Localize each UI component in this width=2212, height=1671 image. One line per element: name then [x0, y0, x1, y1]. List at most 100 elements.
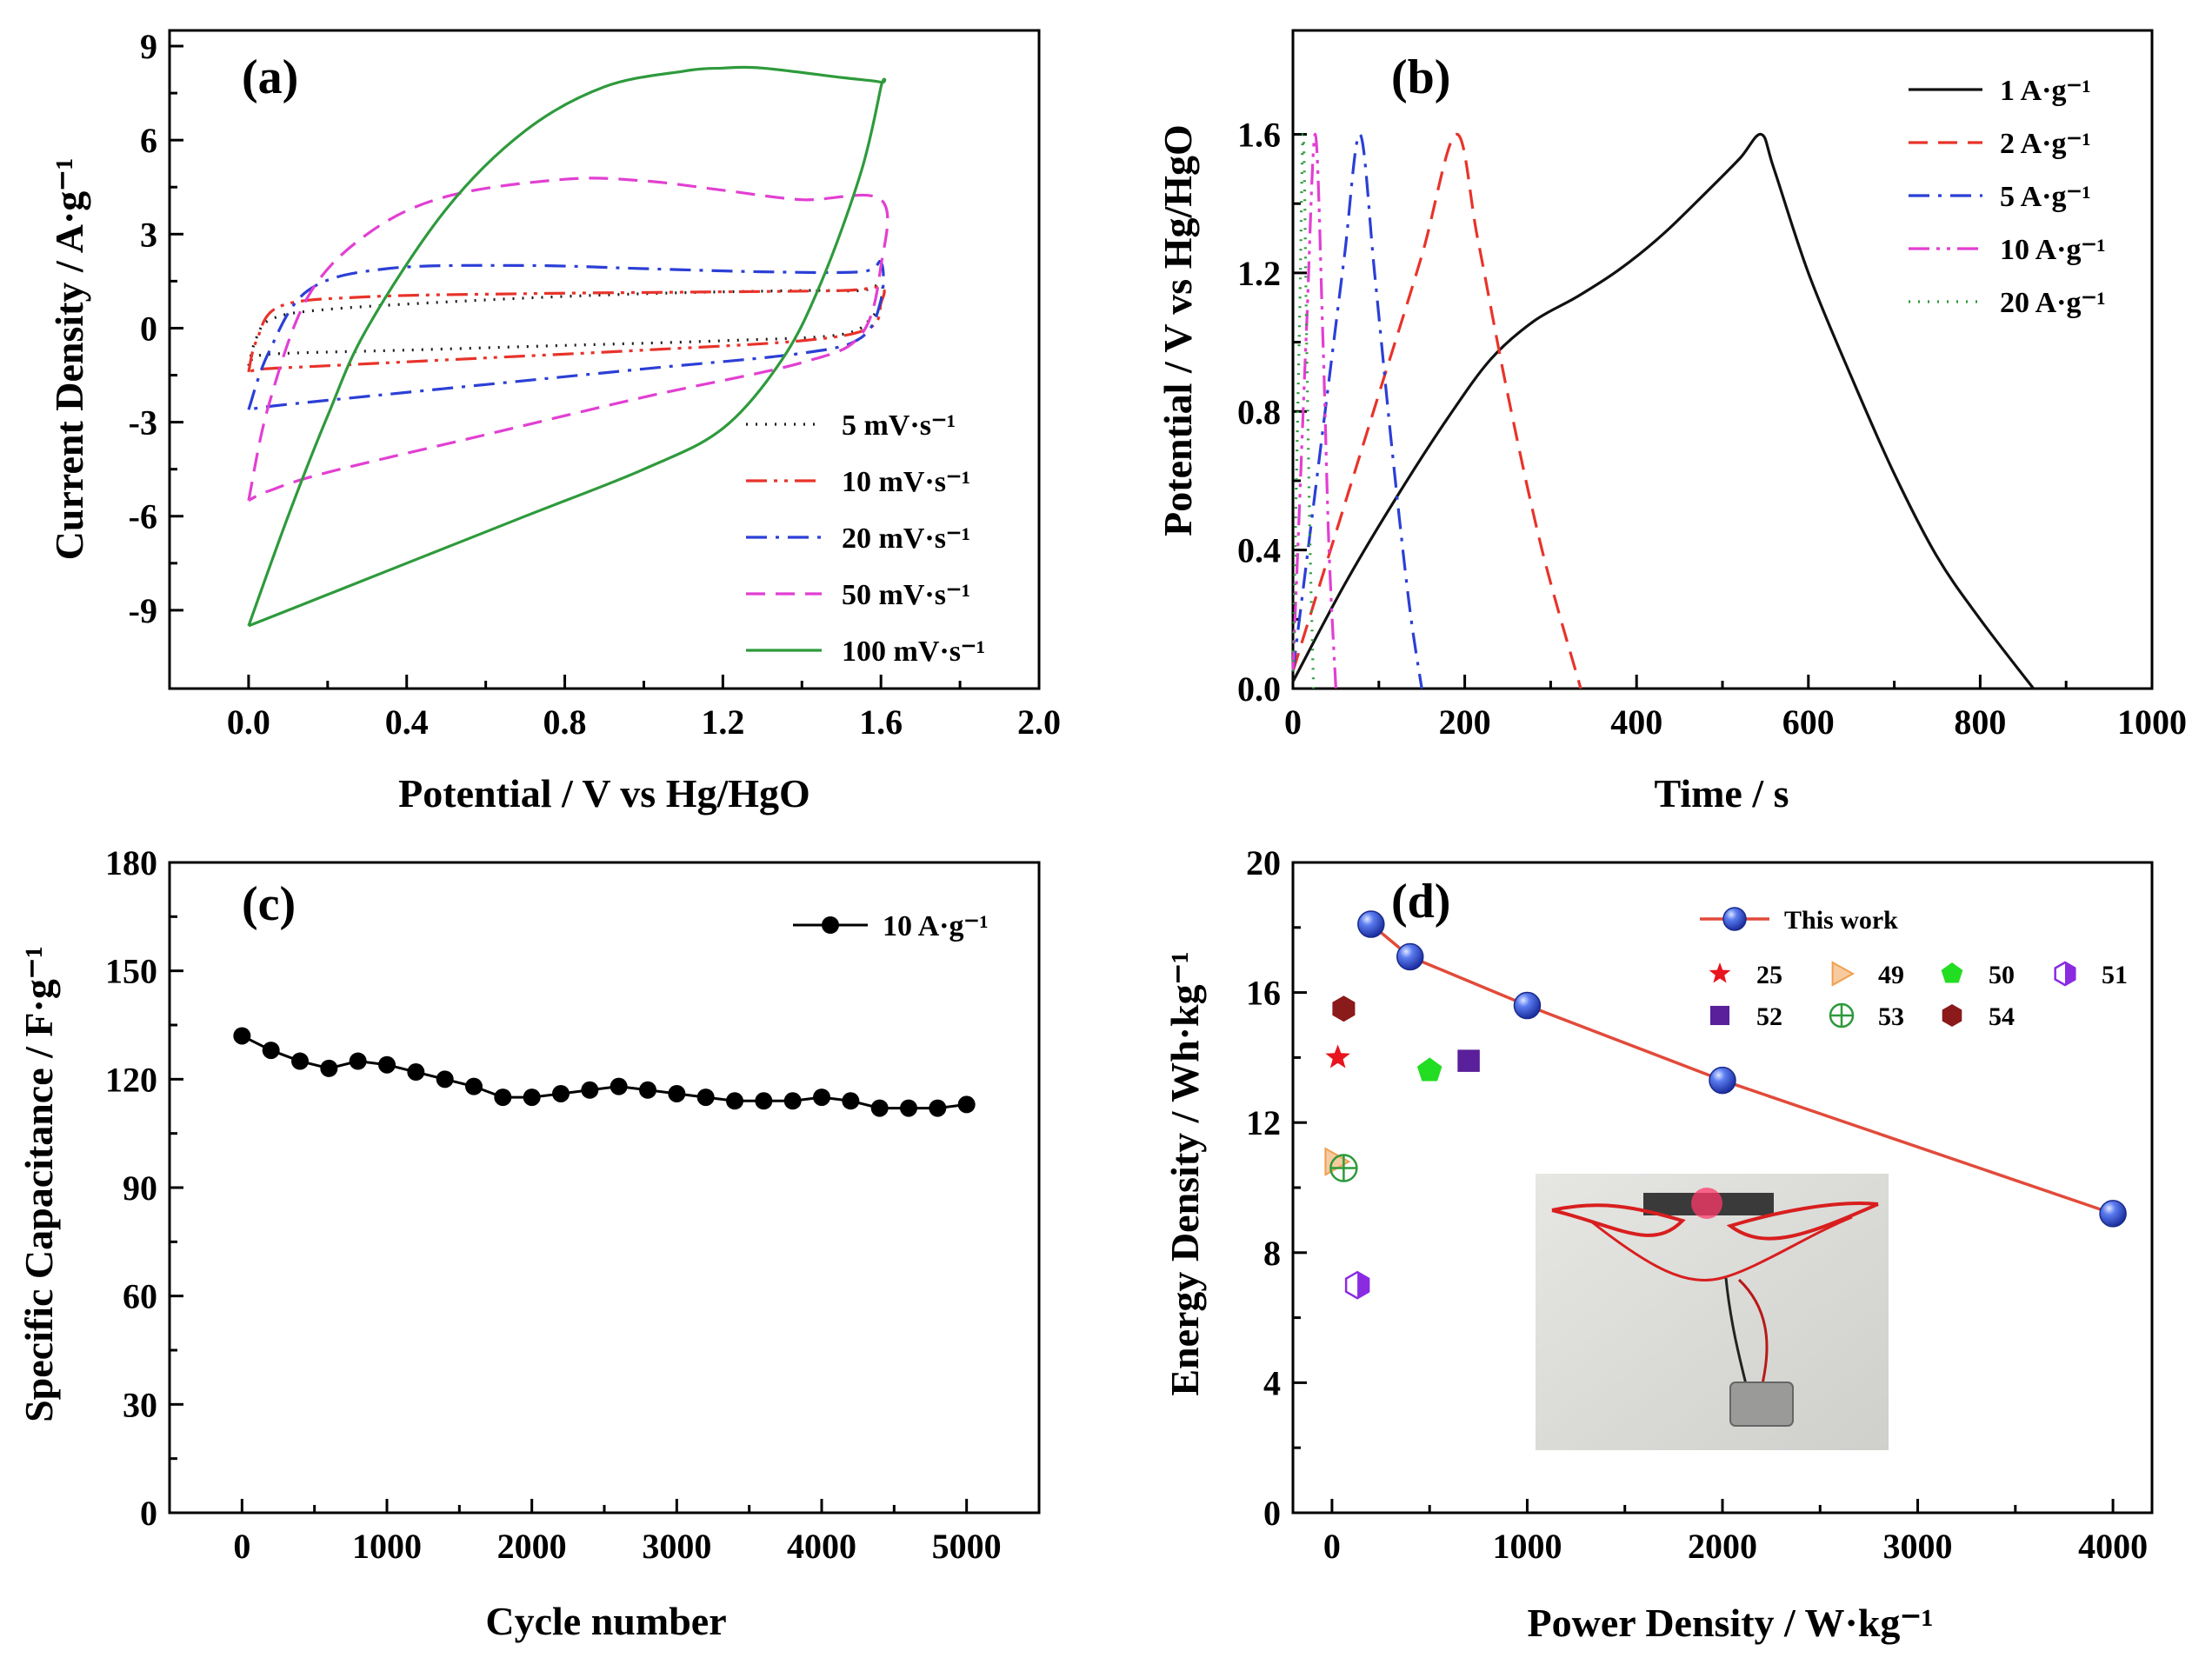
x-tick-label: 1.2	[701, 702, 744, 742]
x-tick-label: 1000	[352, 1527, 422, 1566]
legend-label: 25	[1756, 961, 1782, 989]
y-tick-label: 3	[140, 215, 157, 254]
ref-49-point	[1324, 1147, 1351, 1176]
y-tick-label: 12	[1246, 1103, 1281, 1142]
panel-c-frame	[168, 861, 1041, 1515]
x-tick-label: 0.4	[385, 702, 429, 742]
y-tick-label: 6	[140, 121, 157, 160]
x-tick-label: 0	[1284, 702, 1302, 742]
capacitance-point	[842, 1092, 860, 1110]
capacitance-point	[407, 1063, 425, 1082]
capacitance-point	[783, 1092, 802, 1110]
legend-label: 5 mV·s⁻¹	[842, 409, 956, 442]
legend-marker	[822, 916, 839, 934]
this-work-point	[1709, 1066, 1736, 1095]
y-tick-label: -6	[129, 497, 157, 536]
panel-a-legend: 5 mV·s⁻¹ 10 mV·s⁻¹ 20 mV·s⁻¹ 50 mV·s⁻¹ 100 m…	[746, 409, 985, 668]
y-tick-label: 30	[123, 1385, 157, 1424]
cv-curve-50-mv-s	[247, 176, 889, 503]
legend-label: 10 A·g⁻¹	[2000, 234, 2106, 266]
legend-label: This work	[1784, 906, 1898, 935]
legend-label: 54	[1989, 1002, 2015, 1031]
legend-label: 10 mV·s⁻¹	[842, 466, 970, 498]
ref-54-point	[1332, 995, 1356, 1022]
capacitance-point	[610, 1077, 628, 1095]
y-tick-label: -9	[129, 591, 157, 630]
panel-c-ticks: 0 1000 2000 3000 4000 5000 0 30 60 90 120 150 180	[105, 843, 1002, 1566]
legend-label: 20 A·g⁻¹	[2000, 287, 2106, 319]
panel-c-legend: 10 A·g⁻¹	[793, 910, 989, 942]
legend-marker	[1831, 961, 1856, 987]
capacitance-point	[233, 1027, 251, 1045]
y-tick-label: 0.8	[1237, 392, 1281, 431]
capacitance-point	[262, 1042, 280, 1060]
x-tick-label: 3000	[642, 1527, 711, 1566]
panel-d-x-axis-label: Power Density / W·kg⁻¹	[1528, 1601, 1934, 1645]
legend-label: 10 A·g⁻¹	[883, 910, 989, 942]
cv-curve-100-mv-s	[247, 65, 887, 628]
panel-c-label: (c)	[242, 877, 296, 931]
y-tick-label: 180	[105, 843, 157, 882]
capacitance-point	[755, 1092, 773, 1110]
panel-b-label: (b)	[1391, 50, 1450, 104]
y-tick-label: 60	[123, 1277, 157, 1316]
legend-label: 49	[1878, 961, 1904, 989]
cv-curve-10-mv-s	[247, 285, 886, 374]
gcd-curve-10-a-g	[1291, 132, 1337, 689]
x-tick-label: 4000	[787, 1527, 856, 1566]
this-work-point	[1396, 942, 1424, 971]
capacitance-point	[581, 1081, 599, 1099]
capacitance-point	[929, 1099, 947, 1117]
x-tick-label: 5000	[932, 1527, 1002, 1566]
legend-label: 50	[1989, 961, 2015, 989]
y-tick-label: 0	[140, 1494, 157, 1533]
capacitance-point	[639, 1081, 656, 1099]
x-tick-label: 1.6	[859, 702, 903, 742]
capacitance-point	[900, 1099, 917, 1117]
legend-label: 20 mV·s⁻¹	[842, 523, 970, 555]
panel-d-label: (d)	[1391, 875, 1450, 929]
x-tick-label: 800	[1954, 702, 2006, 742]
capacitance-point	[813, 1088, 830, 1107]
y-tick-label: 0.4	[1237, 531, 1281, 570]
y-tick-label: 9	[140, 27, 157, 66]
gcd-curve-2-a-g	[1291, 132, 1582, 689]
capacitance-point	[291, 1052, 309, 1070]
panel-a: 0.0 0.4 0.8 1.2 1.6 2.0 -9 -6 -3 0 3 6 9 (a) Potenti…	[47, 27, 1061, 816]
inset-photo	[1536, 1174, 1889, 1450]
y-tick-label: 120	[105, 1060, 157, 1099]
panel-a-label: (a)	[242, 50, 298, 104]
capacitance-point	[436, 1070, 454, 1088]
x-tick-label: 1000	[1492, 1527, 1562, 1566]
capacitance-point	[696, 1088, 715, 1107]
ref-25-point	[1325, 1044, 1350, 1069]
legend-marker	[1722, 907, 1747, 931]
legend-marker	[1942, 1004, 1962, 1027]
x-tick-label: 3000	[1883, 1527, 1953, 1566]
y-tick-label: 0.0	[1237, 669, 1281, 709]
ref-52-point	[1457, 1049, 1480, 1072]
x-tick-label: 2.0	[1017, 702, 1061, 742]
panel-c: 0 1000 2000 3000 4000 5000 0 30 60 90 120 150 180 (c…	[17, 843, 1041, 1643]
panel-d: 0 1000 2000 3000 4000 0 4 8 12 16 20 (d) Power Den…	[1163, 843, 2154, 1645]
legend-label: 100 mV·s⁻¹	[842, 636, 985, 668]
legend-label: 51	[2102, 961, 2128, 989]
this-work-point	[1513, 991, 1542, 1020]
panel-c-series	[233, 1027, 976, 1117]
legend-label: 5 A·g⁻¹	[2000, 181, 2091, 213]
legend-marker	[2054, 961, 2076, 987]
legend-marker	[1941, 962, 1963, 983]
legend-marker	[1829, 1002, 1855, 1029]
gcd-curve-1-a-g	[1291, 132, 2035, 689]
capacitance-point	[320, 1059, 338, 1077]
panel-a-x-axis-label: Potential / V vs Hg/HgO	[398, 771, 810, 816]
x-tick-label: 1000	[2117, 702, 2187, 742]
panel-c-y-axis-label: Specific Capacitance / F·g⁻¹	[17, 946, 61, 1422]
y-tick-label: -3	[129, 403, 157, 443]
panel-a-frame	[168, 29, 1041, 690]
x-tick-label: 400	[1610, 702, 1662, 742]
capacitance-point	[957, 1095, 976, 1114]
panel-b-series	[1291, 132, 2035, 689]
y-tick-label: 4	[1263, 1363, 1281, 1402]
